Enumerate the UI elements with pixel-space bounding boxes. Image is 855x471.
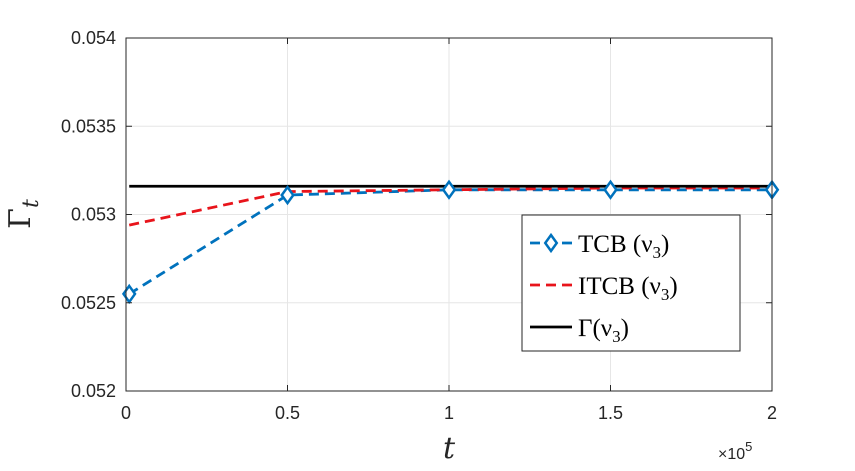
legend-label: TCB (ν3) bbox=[578, 231, 669, 262]
diamond-marker bbox=[441, 179, 457, 200]
diamond-marker bbox=[280, 184, 295, 206]
y-axis-label: Γt bbox=[3, 199, 44, 229]
x-axis-multiplier: ×105 bbox=[718, 439, 752, 463]
svg-text:×105: ×105 bbox=[718, 439, 752, 463]
diamond-marker bbox=[603, 179, 618, 200]
legend-label-text: Γ(ν bbox=[578, 315, 612, 342]
x-tick-label: 0.5 bbox=[275, 403, 300, 423]
legend-label: Γ(ν3) bbox=[578, 315, 629, 346]
y-tick-labels: 0.052 0.0525 0.053 0.0535 0.054 bbox=[61, 28, 116, 401]
y-tick-label: 0.052 bbox=[71, 381, 116, 401]
legend-label-subscript: 3 bbox=[653, 243, 662, 262]
diamond-marker bbox=[543, 232, 559, 254]
legend-label-close-paren: ) bbox=[621, 315, 629, 342]
y-axis-label-symbol: Γ bbox=[3, 208, 38, 229]
legend-label-subscript: 3 bbox=[612, 327, 621, 346]
legend-label-subscript: 3 bbox=[661, 285, 670, 304]
y-tick-label: 0.053 bbox=[71, 205, 116, 225]
legend-label-text: TCB (ν bbox=[578, 231, 653, 258]
data-series bbox=[121, 179, 780, 305]
svg-text:Γt: Γt bbox=[3, 199, 44, 229]
legend-label-close-paren: ) bbox=[669, 273, 677, 300]
legend-label-close-paren: ) bbox=[661, 231, 669, 258]
legend-label: ITCB (ν3) bbox=[578, 273, 678, 304]
y-tick-label: 0.0525 bbox=[61, 293, 116, 313]
x-multiplier-exponent: 5 bbox=[745, 439, 752, 454]
legend-label-text: ITCB (ν bbox=[578, 273, 661, 300]
y-tick-label: 0.054 bbox=[71, 28, 116, 48]
x-tick-label: 0 bbox=[121, 403, 131, 423]
x-multiplier-base: ×10 bbox=[718, 446, 745, 463]
x-tick-label: 1 bbox=[444, 403, 454, 423]
x-tick-label: 1.5 bbox=[598, 403, 623, 423]
axis-ticks bbox=[125, 37, 773, 392]
legend: TCB (ν3)ITCB (ν3)Γ(ν3) bbox=[521, 214, 741, 352]
y-tick-label: 0.0535 bbox=[61, 116, 116, 136]
series-line bbox=[128, 188, 772, 296]
y-axis-label-subscript: t bbox=[19, 199, 44, 208]
x-tick-labels: 0 0.5 1 1.5 2 bbox=[121, 403, 777, 423]
x-axis-label: t bbox=[443, 431, 456, 466]
x-tick-label: 2 bbox=[767, 403, 777, 423]
